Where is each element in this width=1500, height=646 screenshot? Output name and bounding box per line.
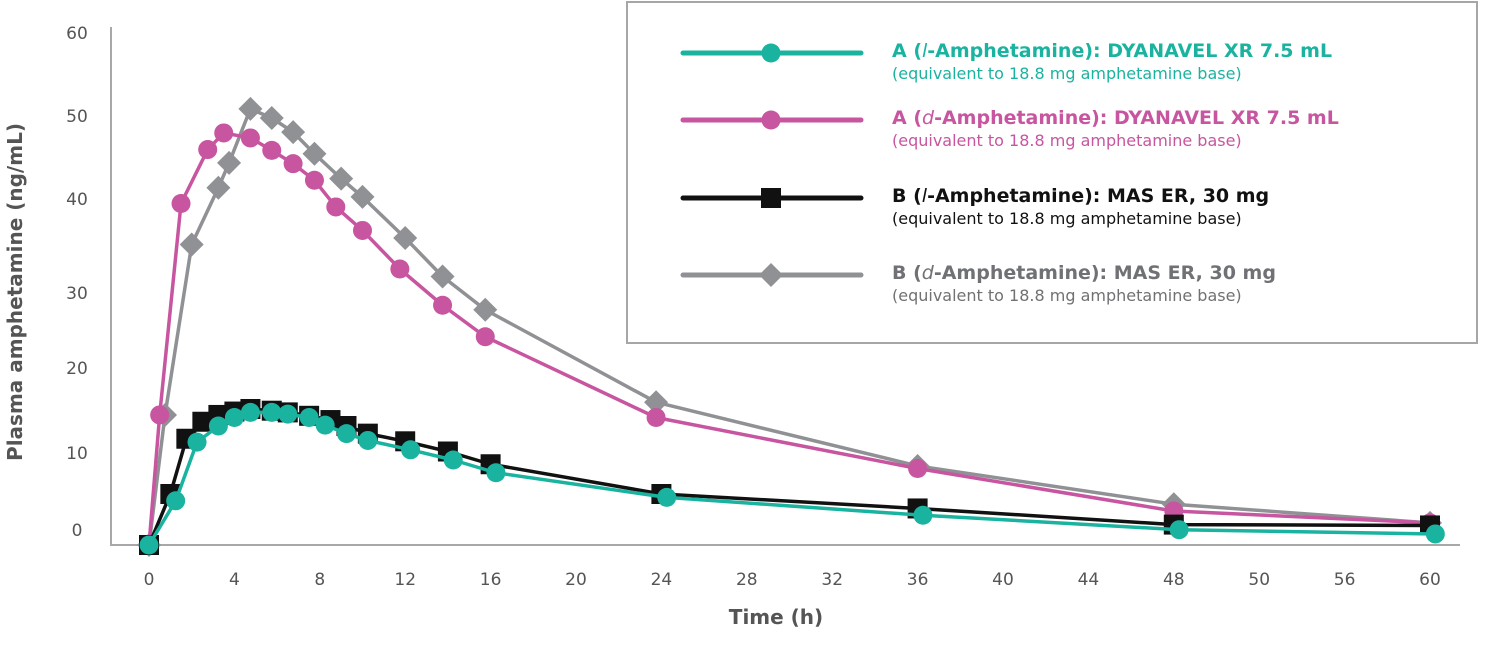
x-tick-label: 12 — [394, 570, 416, 590]
data-point-diamond — [473, 297, 498, 322]
data-point-circle — [358, 430, 378, 450]
data-point-diamond — [302, 141, 327, 166]
x-tick-label: 8 — [314, 570, 325, 590]
x-tick-label: 48 — [1163, 570, 1185, 590]
series-line — [147, 131, 1431, 546]
legend-text: A (l-Amphetamine): DYANAVEL XR 7.5 mL (e… — [892, 39, 1332, 85]
y-tick-label: 40 — [66, 190, 88, 210]
data-point-circle — [646, 408, 666, 427]
data-point-circle — [299, 408, 319, 427]
x-tick-label: 50 — [1248, 570, 1270, 590]
data-point-diamond — [281, 120, 306, 145]
data-point-circle — [198, 140, 218, 160]
legend-note: (equivalent to 18.8 mg amphetamine base) — [892, 131, 1242, 150]
data-point-circle — [908, 459, 928, 478]
data-point-circle — [224, 408, 244, 427]
data-point-circle — [304, 170, 324, 190]
data-point-circle — [262, 402, 282, 422]
data-point-circle — [208, 416, 228, 436]
x-tick-label: 36 — [907, 570, 929, 590]
legend-symbol-circle-magenta — [680, 110, 864, 130]
x-tick-label: 0 — [144, 570, 155, 590]
y-axis-title: Plasma amphetamine (ng/mL) — [3, 123, 27, 461]
data-point-circle — [433, 295, 453, 315]
data-point-circle — [166, 491, 186, 511]
legend-label: A (l-Amphetamine): DYANAVEL XR 7.5 mL — [892, 40, 1333, 62]
data-point-circle — [150, 405, 170, 425]
data-point-circle — [475, 327, 495, 347]
data-point-circle — [240, 128, 260, 148]
data-point-circle — [401, 440, 421, 460]
data-point-circle — [1169, 520, 1189, 540]
data-point-circle — [1425, 524, 1445, 544]
data-point-diamond — [217, 150, 242, 175]
y-tick-labels: 0 10 20 30 40 50 60 — [66, 24, 88, 541]
legend-text: B (d-Amphetamine): MAS ER, 30 mg (equiva… — [892, 261, 1276, 307]
data-point-circle — [139, 535, 159, 555]
x-tick-label: 16 — [480, 570, 502, 590]
legend-note: (equivalent to 18.8 mg amphetamine base) — [892, 286, 1242, 305]
data-point-diamond — [430, 264, 455, 289]
data-point-circle — [336, 424, 356, 444]
x-tick-label: 28 — [736, 570, 758, 590]
data-point-diamond — [179, 232, 204, 257]
legend-note: (equivalent to 18.8 mg amphetamine base) — [892, 209, 1242, 228]
data-point-circle — [187, 432, 207, 452]
x-tick-labels: 0 4 8 12 16 20 24 28 32 36 40 44 48 50 56 60 — [144, 570, 1441, 590]
series-layer — [137, 96, 1445, 557]
x-tick-label: 4 — [229, 570, 240, 590]
x-tick-label: 32 — [821, 570, 843, 590]
legend-label: B (l-Amphetamine): MAS ER, 30 mg — [892, 185, 1270, 207]
data-point-diamond — [329, 166, 354, 191]
data-point-circle — [278, 404, 298, 424]
legend-symbol-circle-teal — [680, 43, 864, 63]
data-point-circle — [486, 463, 506, 483]
y-tick-label: 50 — [66, 107, 88, 127]
legend-text: A (d-Amphetamine): DYANAVEL XR 7.5 mL (e… — [892, 106, 1339, 152]
x-tick-label: 20 — [565, 570, 587, 590]
data-point-circle — [262, 140, 282, 160]
x-axis-title: Time (h) — [729, 605, 823, 629]
x-tick-label: 40 — [992, 570, 1014, 590]
data-point-circle — [326, 197, 346, 217]
series-circle-1 — [139, 123, 1440, 555]
legend-symbol-diamond-gray — [680, 263, 864, 287]
data-point-circle — [390, 259, 410, 279]
data-point-square — [192, 411, 213, 432]
y-tick-label: 60 — [66, 24, 88, 44]
data-point-circle — [171, 194, 191, 214]
data-point-circle — [913, 505, 933, 525]
x-tick-label: 24 — [651, 570, 673, 590]
data-point-diamond — [350, 184, 375, 209]
legend-symbol-square-black — [680, 188, 864, 208]
y-tick-label: 30 — [66, 284, 88, 304]
legend: A (l-Amphetamine): DYANAVEL XR 7.5 mL (e… — [626, 1, 1478, 344]
legend-note: (equivalent to 18.8 mg amphetamine base) — [892, 64, 1242, 83]
data-point-diamond — [206, 175, 231, 200]
legend-label: A (d-Amphetamine): DYANAVEL XR 7.5 mL — [892, 107, 1339, 129]
data-point-circle — [657, 487, 677, 507]
legend-text: B (l-Amphetamine): MAS ER, 30 mg (equiva… — [892, 184, 1269, 230]
data-point-circle — [315, 415, 335, 435]
x-tick-label: 60 — [1419, 570, 1441, 590]
x-tick-label: 44 — [1078, 570, 1100, 590]
data-point-diamond — [393, 225, 418, 250]
data-point-circle — [214, 123, 234, 143]
series-circle-0 — [139, 402, 1445, 555]
data-point-diamond — [644, 390, 669, 415]
x-tick-label: 56 — [1334, 570, 1356, 590]
data-point-circle — [353, 220, 372, 240]
series-line — [147, 107, 1431, 546]
y-tick-label: 0 — [72, 521, 83, 541]
y-tick-label: 20 — [66, 359, 88, 379]
y-tick-label: 10 — [66, 444, 88, 464]
data-point-diamond — [259, 106, 284, 131]
data-point-circle — [443, 450, 463, 470]
data-point-circle — [283, 154, 303, 174]
data-point-diamond — [238, 96, 263, 121]
legend-label: B (d-Amphetamine): MAS ER, 30 mg — [892, 262, 1276, 284]
data-point-circle — [240, 402, 260, 422]
axes — [110, 27, 1460, 546]
